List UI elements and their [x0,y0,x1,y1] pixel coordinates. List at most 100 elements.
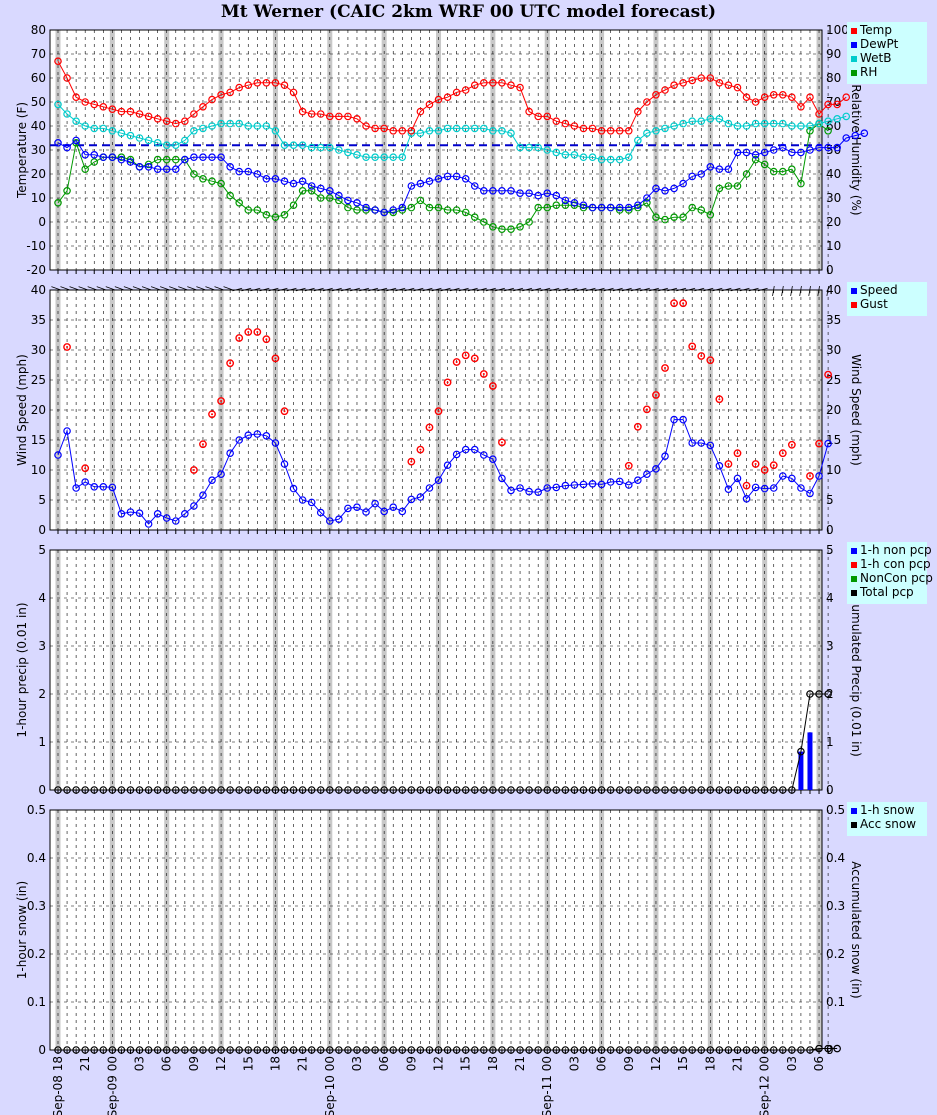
wind-barb [78,286,89,291]
rh-point [679,213,687,222]
acc-precip-point [516,786,524,794]
dewpt-point [489,187,497,195]
gust-point [407,457,416,466]
wetb-point [561,151,570,159]
temp-point [724,81,733,90]
acc-snow-point [724,1046,733,1054]
wetb-point [353,151,361,159]
wetb-point [788,122,796,130]
rh-point [788,165,796,174]
x-tick-label: 12 [432,1056,446,1071]
gust-dot [491,385,494,387]
wind-barb [214,286,225,291]
temp-point [769,91,778,99]
acc-precip-point [697,786,706,794]
y-tick-label: -10 [26,239,46,253]
speed-point [769,484,778,492]
speed-point [670,415,678,424]
wetb-point [54,100,62,109]
acc-precip-point [63,786,71,794]
wind-barb [60,286,71,291]
wetb-point [63,110,71,118]
wetb-point [208,122,216,130]
dewpt-point [407,182,416,190]
dewpt-point [344,196,352,205]
y-tick-label-right: 5 [826,493,834,507]
acc-snow-point [407,1046,416,1054]
acc-precip-point [389,786,398,794]
acc-snow-point [271,1046,280,1054]
gust-dot [727,463,730,465]
wetb-point [117,129,126,138]
temp-point [325,112,334,121]
y-tick-label: 5 [38,543,46,557]
speed-point [733,474,742,483]
y-axis-label-right: Accumulated Precip (0.01 in) [849,583,863,757]
acc-snow-point [108,1046,117,1054]
gust-dot [84,467,87,470]
legend-swatch [851,288,857,294]
acc-snow-point [778,1046,787,1054]
acc-precip-point [162,786,171,794]
dewpt-point [298,177,307,186]
rh-point [534,203,542,212]
acc-snow-point [235,1046,244,1054]
gust-point [280,407,289,416]
wind-barb [359,287,370,292]
wetb-point [742,122,751,130]
wetb-point [824,117,832,126]
acc-snow-point [715,1046,724,1054]
acc-precip-point [561,786,570,794]
legend-entry: Temp [859,23,892,37]
y-tick-label-right: 0.5 [826,803,845,817]
dewpt-point [606,203,615,212]
wetb-point [289,141,298,150]
wetb-point [615,155,624,164]
speed-point [153,509,162,518]
gust-point [425,423,434,432]
wetb-point [81,122,89,130]
acc-snow-point [588,1046,597,1054]
dewpt-point [498,187,506,195]
speed-point [452,450,461,459]
dewpt-point [63,143,71,152]
gust-dot [691,345,694,348]
y-tick-label-right: 0.2 [826,947,845,961]
temp-point [271,79,280,87]
speed-point [117,509,126,518]
wind-barb [413,287,424,292]
temp-point [797,103,805,111]
acc-snow-point [760,1046,769,1054]
rh-point [525,218,533,226]
gust-dot [274,357,277,360]
wind-barb [486,287,496,292]
gust-dot [482,373,485,375]
acc-precip-point [751,786,760,794]
speed-point [54,451,62,459]
temp-point [434,95,443,104]
temp-point [108,105,117,114]
rh-point [489,223,497,231]
wind-barb [685,287,696,292]
temp-point [697,74,706,82]
wetb-point [153,139,162,147]
acc-precip-point [824,690,832,698]
wetb-point [688,117,697,126]
wetb-point [706,115,715,123]
gust-point [697,352,706,360]
dewpt-point [389,206,398,214]
rh-point [715,184,724,193]
wetb-point [253,122,262,130]
wind-barb [772,285,775,296]
dewpt-point [806,146,814,154]
speed-point [144,520,153,528]
wetb-point [144,136,153,145]
y-tick-label: 20 [31,167,46,181]
wetb-point [797,122,805,130]
gust-point [199,440,207,449]
speed-point [643,470,651,479]
speed-point [416,493,425,501]
dewpt-point [452,172,461,181]
